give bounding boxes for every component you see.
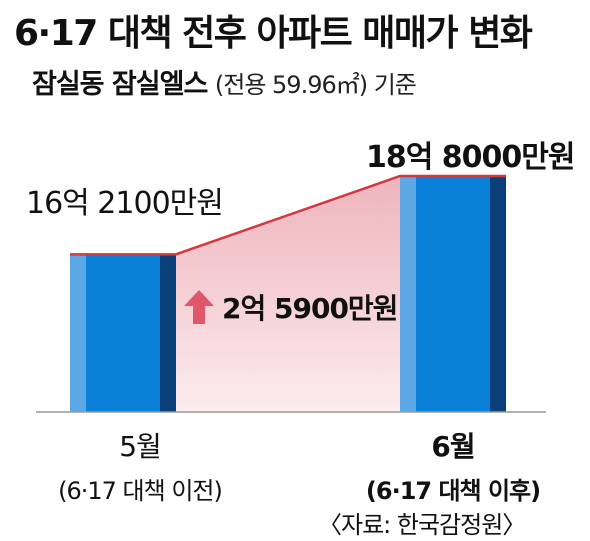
subtitle-detail: (전용 59.96㎡) 기준 xyxy=(214,71,417,99)
category-note-june: (6·17 대책 이후) xyxy=(365,477,541,505)
subtitle-apartment-name: 잠실동 잠실엘스 xyxy=(32,69,208,100)
data-label-may: 16억 2100만원 xyxy=(26,186,224,221)
up-arrow-icon xyxy=(184,290,214,324)
bar-may-shadow xyxy=(160,254,176,412)
bar-june xyxy=(400,176,506,412)
category-label-may: 5월 (6·17 대책 이전) xyxy=(40,425,240,506)
difference-value: 2억 5900만원 xyxy=(222,292,398,325)
trend-line xyxy=(70,174,506,256)
category-name-may: 5월 xyxy=(119,430,162,463)
difference-label: 2억 5900만원 xyxy=(184,287,398,327)
source-note: 〈자료: 한국감정원〉 xyxy=(318,511,526,539)
bar-june-shadow xyxy=(490,176,506,412)
category-note-may: (6·17 대책 이전) xyxy=(58,477,223,505)
chart-subtitle: 잠실동 잠실엘스 (전용 59.96㎡) 기준 xyxy=(32,62,417,101)
bar-may xyxy=(70,254,176,412)
chart-title: 6·17 대책 전후 아파트 매매가 변화 xyxy=(14,13,533,54)
bar-may-highlight xyxy=(70,254,86,412)
data-label-june: 18억 8000만원 xyxy=(366,140,575,175)
bar-june-highlight xyxy=(400,176,416,412)
category-name-june: 6월 xyxy=(431,430,475,463)
category-label-june: 6월 (6·17 대책 이후) xyxy=(348,425,558,506)
